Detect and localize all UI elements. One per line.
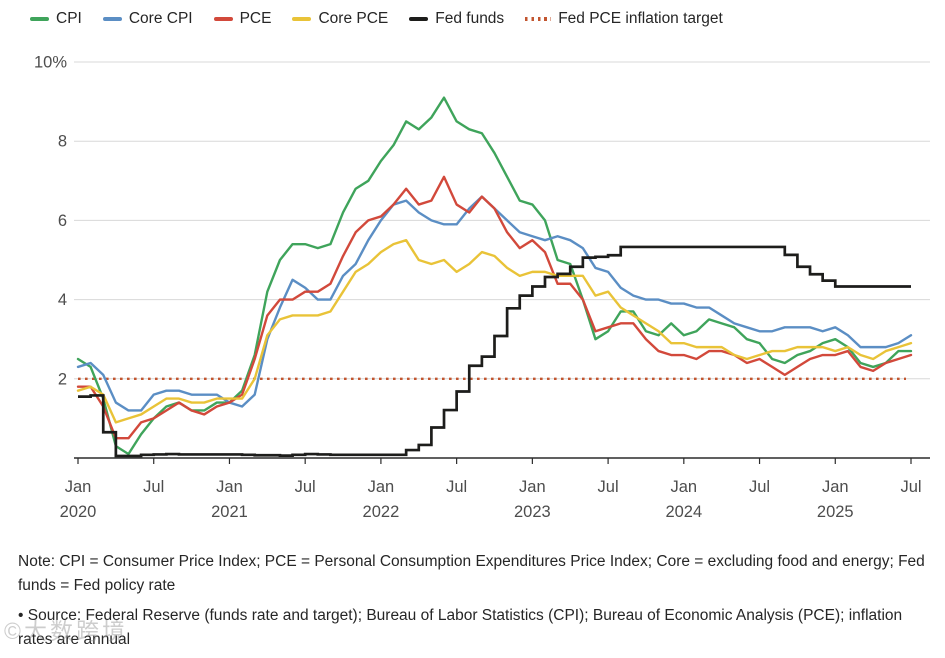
legend-label: Core PCE [318,10,389,27]
x-tick-label-month: Jul [143,478,164,496]
x-tick-label-month: Jan [822,478,849,496]
series-line-cpi [76,96,913,456]
x-tick-label-month: Jul [749,478,770,496]
x-tick-label-month: Jul [598,478,619,496]
x-tick-label-month: Jan [368,478,395,496]
legend-label: PCE [239,10,272,27]
x-tick-label-month: Jul [446,478,467,496]
legend-item-pce: PCE [213,10,272,28]
legend-item-core-pce: Core PCE [292,10,388,28]
legend-label: CPI [56,10,82,27]
x-tick-label-year: 2024 [665,503,702,521]
chart-source-note: • Source: Federal Reserve (funds rate an… [18,607,903,648]
chart-notes: Note: CPI = Consumer Price Index; PCE = … [18,550,940,658]
x-tick-label-month: Jan [65,478,92,496]
legend-item-cpi: CPI [30,10,82,28]
legend-item-fed-pce-inflation-target: Fed PCE inflation target [525,10,723,28]
y-tick-label: 6 [58,212,67,230]
legend-label: Fed funds [435,10,505,27]
legend-label: Core CPI [128,10,193,27]
series-step-line-fed-funds [78,245,911,458]
x-tick-label-month: Jan [671,478,698,496]
y-tick-label: 8 [58,133,67,151]
x-tick-label-year: 2021 [211,503,248,521]
core-cpi-legend-swatch-icon [102,17,122,21]
chart-note: Note: CPI = Consumer Price Index; PCE = … [18,553,925,594]
fed-funds-legend-swatch-icon [409,17,429,21]
series-line-core-pce [76,238,913,424]
y-tick-label: 4 [58,291,67,309]
core-pce-legend-swatch-icon [292,17,312,21]
inflation-chart: 10% 8 6 4 2 Jan 2020 Jul Jan 2021 Jul Jan 2022 Jul Jan… [34,54,930,521]
x-tick-label-month: Jul [900,478,921,496]
x-tick-label-year: 2022 [363,503,400,521]
x-tick-label-month: Jan [216,478,243,496]
x-tick-label-year: 2023 [514,503,551,521]
x-tick-label-year: 2020 [60,503,97,521]
x-tick-label-month: Jul [295,478,316,496]
series-line-pce [76,175,913,440]
legend-item-fed-funds: Fed funds [409,10,504,28]
y-tick-label: 2 [58,370,67,388]
x-tick-label-year: 2025 [817,503,854,521]
pce-legend-swatch-icon [213,17,233,21]
legend-label: Fed PCE inflation target [558,10,723,27]
x-tick-label-month: Jan [519,478,546,496]
cpi-legend-swatch-icon [30,17,49,21]
y-tick-label: 10% [34,54,67,72]
fed-pce-inflation-target-legend-swatch-icon [525,17,552,21]
chart-legend: CPI Core CPI PCE Core PCE Fed funds Fed PCE i… [30,10,744,28]
legend-item-core-cpi: Core CPI [102,10,193,28]
